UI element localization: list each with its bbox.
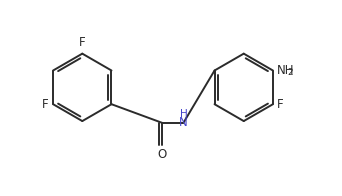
Text: H: H [180, 109, 187, 119]
Text: 2: 2 [287, 68, 292, 77]
Text: F: F [79, 36, 86, 49]
Text: NH: NH [276, 64, 294, 77]
Text: F: F [42, 98, 49, 111]
Text: N: N [179, 116, 188, 129]
Text: F: F [276, 98, 283, 111]
Text: O: O [158, 148, 167, 161]
